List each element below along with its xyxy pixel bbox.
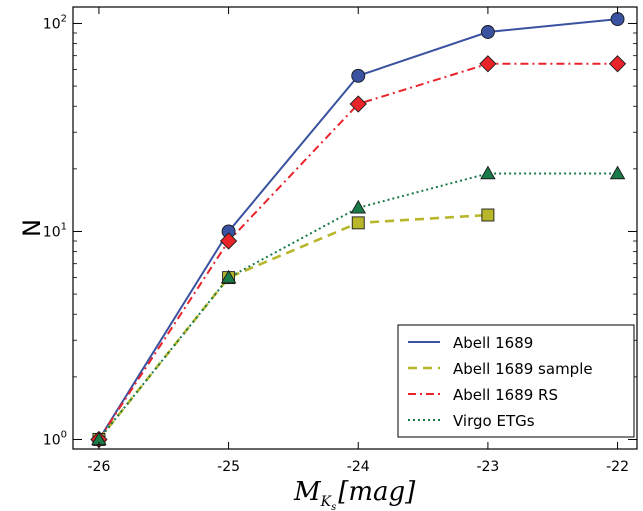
- y-tick-label: 102: [43, 13, 67, 32]
- series-point-3: [609, 165, 626, 180]
- x-tick-label: -26: [87, 459, 110, 475]
- y-axis-label: N: [18, 219, 46, 237]
- series-point-0: [610, 12, 625, 27]
- legend-label: Virgo ETGs: [453, 412, 535, 430]
- axis-layer: -26 -25 -24 -23 -22 100 101 102: [43, 7, 637, 475]
- series-point-2: [349, 95, 367, 113]
- x-tick-label: -23: [476, 459, 499, 475]
- series-point-2: [219, 232, 238, 250]
- series-point-1: [481, 208, 495, 222]
- series-point-0: [480, 25, 495, 39]
- series-point-0: [351, 68, 366, 83]
- series-point-1: [351, 216, 365, 230]
- series-point-2: [479, 55, 497, 73]
- legend: Abell 1689 Abell 1689 sample Abell 1689 RS…: [397, 324, 635, 438]
- x-tick-label: -22: [606, 459, 629, 475]
- series-layer: [90, 12, 627, 449]
- series-line-1: [97, 213, 488, 441]
- series-point-3: [350, 199, 367, 214]
- x-tick-label: -25: [217, 459, 240, 475]
- legend-box: [397, 324, 635, 438]
- y-tick-label: 101: [43, 221, 67, 240]
- x-tick-label: -24: [347, 459, 370, 475]
- series-point-3: [480, 165, 496, 180]
- series-point-2: [608, 55, 627, 73]
- legend-label: Abell 1689 RS: [453, 386, 558, 404]
- legend-label: Abell 1689: [453, 334, 533, 352]
- series-point-3: [220, 269, 237, 284]
- x-axis-label: MKs[mag]: [293, 477, 416, 511]
- legend-label: Abell 1689 sample: [453, 360, 593, 378]
- y-tick-label: 100: [43, 429, 67, 448]
- axis-labels: N MKs[mag]: [18, 219, 416, 511]
